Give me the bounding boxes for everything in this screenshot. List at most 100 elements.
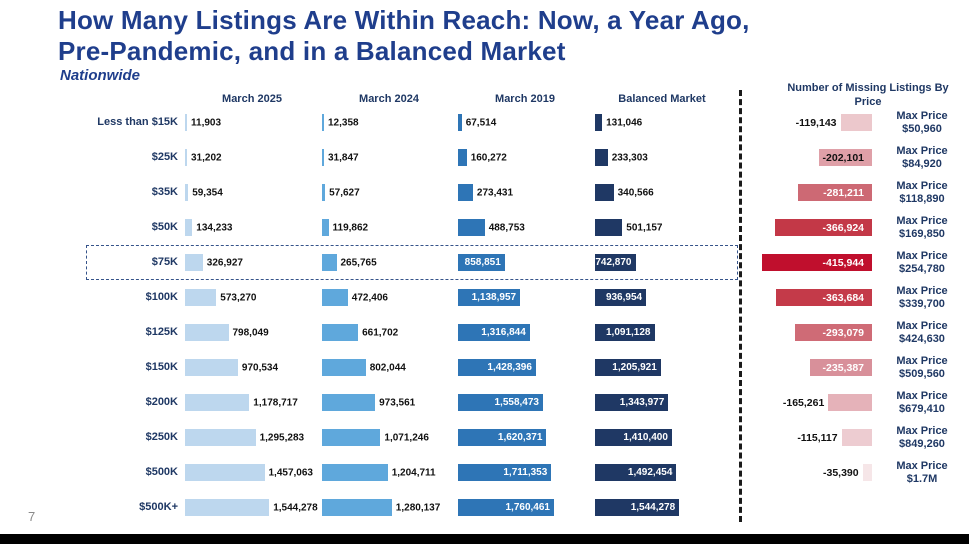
bar-value-label: 131,046 xyxy=(606,117,643,128)
max-price: Max Price $84,920 xyxy=(878,141,966,174)
bar-value-label: 1,091,128 xyxy=(606,327,651,338)
max-price-value: $339,700 xyxy=(899,297,945,310)
bar-value-label: 1,071,246 xyxy=(384,432,429,443)
table-row: $35K 59,354 57,627 273,431 340,566 -281,211 Ma… xyxy=(0,175,969,210)
bar-value-label: 1,544,278 xyxy=(630,502,676,513)
bar-balanced-market xyxy=(595,219,623,236)
missing-listings-cell: -363,684 xyxy=(720,289,872,306)
bar-value-label: 12,358 xyxy=(328,117,359,128)
max-price-label: Max Price xyxy=(896,109,948,122)
bar-march-2024 xyxy=(322,254,337,271)
bar-value-label: 1,316,844 xyxy=(481,327,526,338)
bar-value-label: 936,954 xyxy=(605,292,643,303)
bar-cell-march-2025: 1,544,278 xyxy=(185,499,321,516)
row-label: $250K xyxy=(145,431,178,443)
missing-listings-cell: -415,944 xyxy=(720,254,872,271)
bar-value-label: 1,138,957 xyxy=(471,292,517,303)
row-label: $35K xyxy=(151,186,178,198)
bar-balanced-market: 1,205,921 xyxy=(595,359,661,376)
bar-cell-march-2025: 31,202 xyxy=(185,149,321,166)
max-price-label: Max Price xyxy=(896,179,948,192)
missing-listings-bar: -366,924 xyxy=(775,219,872,236)
bar-cell-march-2024: 12,358 xyxy=(322,114,458,131)
missing-listings-cell: -35,390 xyxy=(720,464,872,481)
bar-cell-march-2019: 160,272 xyxy=(458,149,594,166)
missing-listings-header: Number of Missing Listings By Price xyxy=(787,82,949,108)
bar-cell-balanced-market: 1,205,921 xyxy=(595,359,731,376)
bar-march-2024 xyxy=(322,149,324,166)
bar-cell-march-2019: 488,753 xyxy=(458,219,594,236)
max-price-value: $679,410 xyxy=(899,402,945,415)
column-header-march-2019: March 2019 xyxy=(495,93,555,105)
bar-cell-march-2024: 119,862 xyxy=(322,219,458,236)
missing-value-label: -281,211 xyxy=(823,186,864,199)
bar-value-label: 970,534 xyxy=(241,362,279,373)
max-price-value: $50,960 xyxy=(902,122,942,135)
bar-march-2025 xyxy=(185,324,229,341)
bar-cell-march-2019: 1,558,473 xyxy=(458,394,594,411)
bar-value-label: 798,049 xyxy=(232,327,269,338)
bar-cell-march-2024: 472,406 xyxy=(322,289,458,306)
bar-cell-march-2024: 265,765 xyxy=(322,254,458,271)
missing-value-label: -202,101 xyxy=(822,151,864,164)
row-label: $200K xyxy=(145,396,178,408)
bar-value-label: 488,753 xyxy=(488,222,525,233)
bar-cell-march-2025: 1,178,717 xyxy=(185,394,321,411)
bar-cell-march-2019: 1,760,461 xyxy=(458,499,594,516)
bar-march-2019: 858,851 xyxy=(458,254,505,271)
bar-cell-balanced-market: 1,492,454 xyxy=(595,464,731,481)
missing-listings-bar: -293,079 xyxy=(794,324,872,341)
max-price: Max Price $118,890 xyxy=(878,176,966,209)
bar-cell-march-2019: 273,431 xyxy=(458,184,594,201)
bar-value-label: 1,204,711 xyxy=(391,467,436,478)
max-price: Max Price $50,960 xyxy=(878,106,966,139)
bar-cell-march-2019: 1,711,353 xyxy=(458,464,594,481)
missing-listings-bar: -415,944 xyxy=(762,254,872,271)
table-row: $500K 1,457,063 1,204,711 1,711,353 1,492,45… xyxy=(0,455,969,490)
bar-cell-balanced-market: 1,343,977 xyxy=(595,394,731,411)
bar-march-2025 xyxy=(185,499,270,516)
bar-cell-march-2025: 59,354 xyxy=(185,184,321,201)
bar-balanced-market: 1,410,400 xyxy=(595,429,672,446)
column-header-balanced-market: Balanced Market xyxy=(618,93,706,105)
max-price-label: Max Price xyxy=(896,459,948,472)
table-row: $150K 970,534 802,044 1,428,396 1,205,921 -23… xyxy=(0,350,969,385)
max-price: Max Price $509,560 xyxy=(878,351,966,384)
bar-cell-balanced-market: 233,303 xyxy=(595,149,731,166)
missing-listings-cell: -281,211 xyxy=(720,184,872,201)
row-label: $125K xyxy=(145,326,178,338)
bar-cell-march-2025: 798,049 xyxy=(185,324,321,341)
bar-march-2025 xyxy=(185,114,187,131)
bar-value-label: 1,178,717 xyxy=(253,397,298,408)
missing-listings-bar xyxy=(862,464,872,481)
max-price-value: $118,890 xyxy=(899,192,945,205)
bar-value-label: 742,870 xyxy=(595,257,632,268)
row-label: $150K xyxy=(145,361,178,373)
bottom-bar xyxy=(0,534,969,544)
bar-value-label: 802,044 xyxy=(369,362,406,373)
bar-cell-march-2025: 1,457,063 xyxy=(185,464,321,481)
dashed-divider xyxy=(739,90,742,522)
max-price: Max Price $254,780 xyxy=(878,246,966,279)
bar-cell-march-2019: 67,514 xyxy=(458,114,594,131)
bar-cell-balanced-market: 340,566 xyxy=(595,184,731,201)
missing-value-label: -366,924 xyxy=(822,221,864,234)
bar-march-2019: 1,711,353 xyxy=(458,464,552,481)
max-price: Max Price $169,850 xyxy=(878,211,966,244)
bar-value-label: 501,157 xyxy=(626,222,663,233)
bar-cell-march-2024: 31,847 xyxy=(322,149,458,166)
bar-march-2019 xyxy=(458,219,485,236)
bar-march-2019 xyxy=(458,184,473,201)
max-price: Max Price $339,700 xyxy=(878,281,966,314)
bar-march-2025 xyxy=(185,184,189,201)
missing-listings-bar xyxy=(840,114,872,131)
bar-march-2024 xyxy=(322,324,359,341)
bar-value-label: 1,343,977 xyxy=(619,397,665,408)
row-label: $75K xyxy=(151,256,178,268)
bar-balanced-market: 1,492,454 xyxy=(595,464,677,481)
chart-rows: Less than $15K 11,903 12,358 67,514 131,046 -… xyxy=(0,105,969,525)
max-price-label: Max Price xyxy=(896,354,948,367)
bar-value-label: 573,270 xyxy=(220,292,257,303)
bar-value-label: 160,272 xyxy=(470,152,507,163)
